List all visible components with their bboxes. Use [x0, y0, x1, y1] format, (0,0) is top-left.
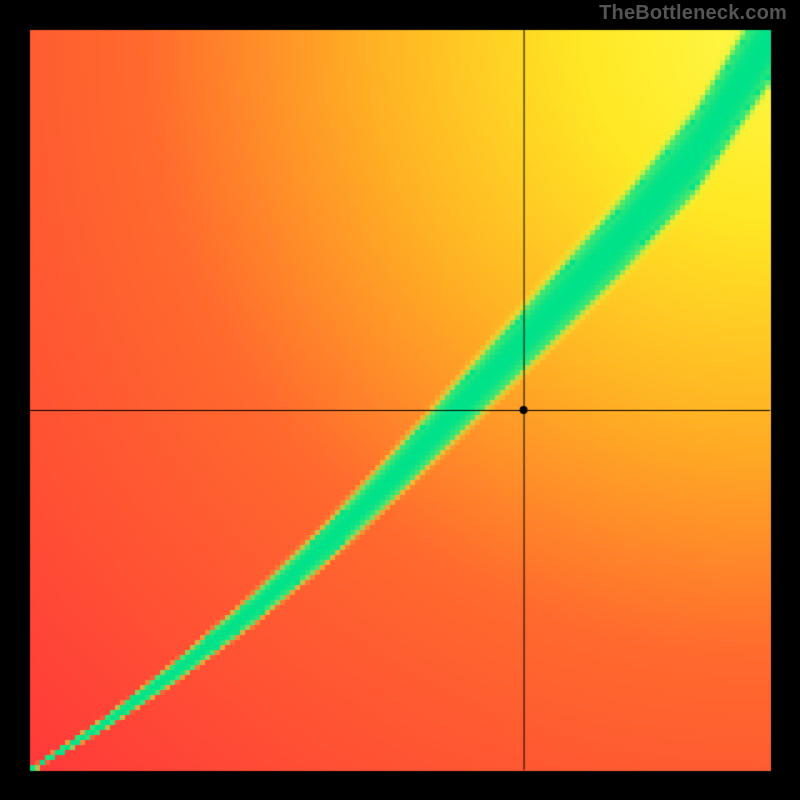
bottleneck-heatmap	[0, 0, 800, 800]
